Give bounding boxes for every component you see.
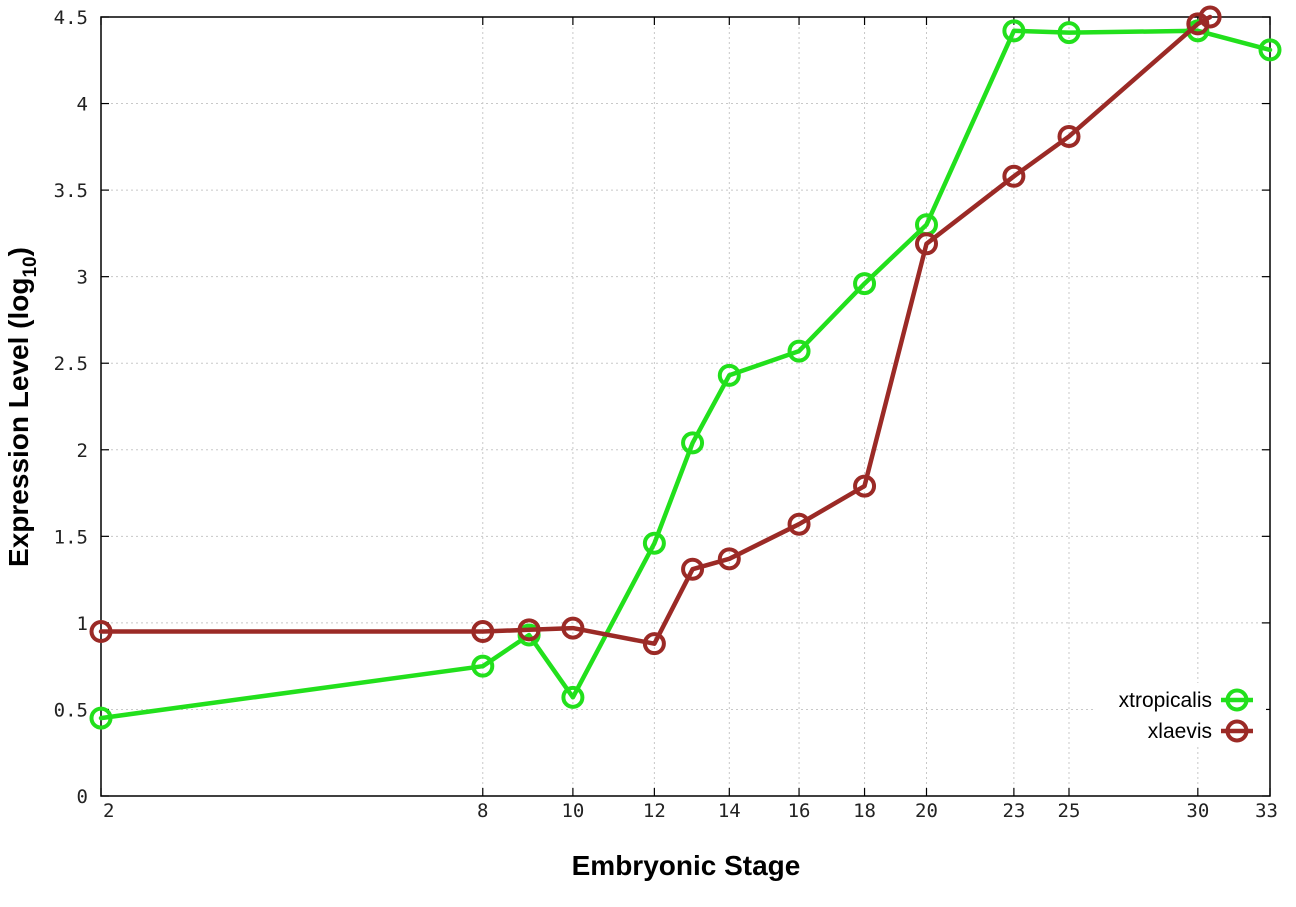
y-tick-label: 2 bbox=[77, 440, 88, 462]
y-axis-title: Expression Level (log10) bbox=[3, 247, 41, 567]
grid-lines bbox=[101, 17, 1270, 796]
data-point-xlaevis bbox=[717, 547, 741, 571]
data-point-xlaevis bbox=[681, 557, 705, 581]
data-point-xlaevis bbox=[853, 474, 877, 498]
x-tick-label: 14 bbox=[718, 800, 741, 822]
x-tick-label: 10 bbox=[561, 800, 584, 822]
data-point-xlaevis bbox=[642, 632, 666, 656]
y-tick-label: 2.5 bbox=[54, 353, 88, 375]
plot-frame bbox=[100, 16, 1271, 797]
y-tick-label: 3 bbox=[77, 267, 88, 289]
y-axis-title-subscript: 10 bbox=[20, 256, 41, 277]
y-tick-label: 4.5 bbox=[54, 7, 88, 29]
legend-swatch-marker-xlaevis bbox=[1225, 719, 1249, 743]
data-point-xtropicalis bbox=[681, 431, 705, 455]
series-layer bbox=[89, 5, 1282, 730]
y-tick-label: 4 bbox=[77, 94, 88, 116]
data-point-xtropicalis bbox=[642, 531, 666, 555]
data-point-xlaevis bbox=[1186, 12, 1210, 36]
y-axis-title-main: Expression Level (log bbox=[3, 278, 34, 567]
legend: xtropicalis xlaevis bbox=[1096, 683, 1266, 747]
y-tick-label: 1.5 bbox=[54, 526, 88, 548]
data-point-xtropicalis bbox=[853, 272, 877, 296]
data-point-xlaevis bbox=[1057, 124, 1081, 148]
data-point-xlaevis bbox=[787, 512, 811, 536]
data-point-xlaevis bbox=[561, 616, 585, 640]
data-point-xlaevis bbox=[1198, 5, 1222, 29]
data-point-xtropicalis bbox=[471, 654, 495, 678]
x-tick-label: 18 bbox=[853, 800, 876, 822]
series-line-xlaevis bbox=[98, 14, 1213, 646]
y-tick-label: 0.5 bbox=[54, 699, 88, 721]
y-tick-label: 3.5 bbox=[54, 180, 88, 202]
data-point-xlaevis bbox=[915, 232, 939, 256]
data-point-xtropicalis bbox=[561, 685, 585, 709]
data-point-xlaevis bbox=[517, 618, 541, 642]
y-axis-title-close: ) bbox=[3, 247, 34, 256]
data-point-xlaevis bbox=[1002, 164, 1026, 188]
data-point-xtropicalis bbox=[717, 363, 741, 387]
series-xlaevis bbox=[89, 5, 1222, 656]
series-xtropicalis bbox=[89, 19, 1282, 730]
x-tick-label: 25 bbox=[1058, 800, 1081, 822]
x-tick-label: 23 bbox=[1002, 800, 1025, 822]
x-tick-label: 20 bbox=[915, 800, 938, 822]
series-line-xtropicalis bbox=[98, 28, 1273, 721]
data-point-xlaevis bbox=[89, 620, 113, 644]
x-tick-label: 33 bbox=[1255, 800, 1278, 822]
x-tick-label: 30 bbox=[1186, 800, 1209, 822]
data-point-xtropicalis bbox=[787, 339, 811, 363]
x-axis-title: Embryonic Stage bbox=[572, 850, 801, 881]
axis-ticks: 0 0.5 1 1.5 2 2.5 3 3.5 4 4.5 2 8 10 12 14 16 18 20 23 25 30… bbox=[54, 7, 1278, 822]
x-tick-label: 12 bbox=[643, 800, 666, 822]
data-point-xtropicalis bbox=[1258, 38, 1282, 62]
legend-label-xtropicalis: xtropicalis bbox=[1119, 689, 1212, 712]
legend-box bbox=[1096, 683, 1266, 747]
data-point-xtropicalis bbox=[1002, 19, 1026, 43]
x-tick-label: 8 bbox=[477, 800, 488, 822]
legend-swatch-marker-xtropicalis bbox=[1225, 688, 1249, 712]
x-tick-label: 16 bbox=[788, 800, 811, 822]
data-point-xtropicalis bbox=[89, 706, 113, 730]
y-tick-label: 1 bbox=[77, 613, 88, 635]
legend-label-xlaevis: xlaevis bbox=[1148, 720, 1212, 743]
data-point-xtropicalis bbox=[1057, 21, 1081, 45]
x-tick-label: 2 bbox=[103, 800, 114, 822]
data-point-xlaevis bbox=[471, 620, 495, 644]
y-tick-label: 0 bbox=[77, 786, 88, 808]
